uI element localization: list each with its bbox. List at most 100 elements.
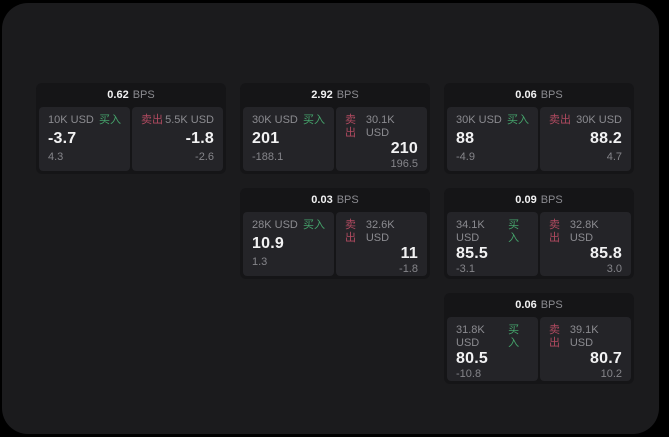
- buy-panel[interactable]: 28K USD 买入 10.9 1.3: [243, 212, 334, 276]
- buy-tag: 买入: [508, 324, 520, 349]
- sell-delta: 4.7: [606, 151, 622, 163]
- card-body: 30K USD 买入 88 -4.9 卖出 30K USD 88.2 4.7: [447, 107, 631, 171]
- buy-tag: 买入: [303, 219, 325, 231]
- sell-price: 210: [390, 140, 418, 157]
- buy-price: 10.9: [252, 235, 284, 252]
- buy-panel[interactable]: 10K USD 买入 -3.7 4.3: [39, 107, 130, 171]
- sell-tag: 卖出: [549, 219, 560, 244]
- sell-panel[interactable]: 卖出 32.6K USD 11 -1.8: [336, 212, 427, 276]
- buy-price: -3.7: [48, 130, 77, 147]
- sell-tag: 卖出: [549, 114, 571, 126]
- buy-delta: 4.3: [48, 151, 64, 163]
- bps-unit-label: BPS: [540, 194, 563, 206]
- buy-panel-header: 10K USD 买入: [48, 114, 121, 127]
- buy-delta: -188.1: [252, 151, 284, 163]
- sell-delta: -2.6: [195, 151, 214, 163]
- sell-amount: 5.5K USD: [165, 114, 214, 126]
- quote-card: 0.03 BPS 28K USD 买入 10.9 1.3 卖出 32.6K US…: [240, 188, 430, 279]
- sell-panel[interactable]: 卖出 39.1K USD 80.7 10.2: [540, 317, 631, 381]
- sell-price: 11: [400, 245, 418, 262]
- buy-panel[interactable]: 30K USD 买入 88 -4.9: [447, 107, 538, 171]
- quote-card: 0.06 BPS 30K USD 买入 88 -4.9 卖出 30K USD 8…: [444, 83, 634, 174]
- buy-delta: 1.3: [252, 256, 268, 268]
- sell-panel[interactable]: 卖出 30K USD 88.2 4.7: [540, 107, 631, 171]
- cards-grid: 0.62 BPS 10K USD 买入 -3.7 4.3 卖出 5.5K USD…: [36, 83, 634, 384]
- bps-unit-label: BPS: [336, 194, 359, 206]
- sell-amount: 32.8K USD: [569, 219, 599, 244]
- buy-tag: 买入: [99, 114, 121, 126]
- buy-tag: 买入: [508, 219, 520, 244]
- buy-panel[interactable]: 31.8K USD 买入 80.5 -10.8: [447, 317, 538, 381]
- sell-amount: 39.1K USD: [569, 324, 599, 349]
- sell-panel-header: 卖出 32.8K USD: [549, 219, 622, 245]
- bps-value: 2.92: [311, 89, 333, 101]
- bps-unit-label: BPS: [336, 89, 359, 101]
- sell-panel[interactable]: 卖出 5.5K USD -1.8 -2.6: [132, 107, 223, 171]
- sell-panel-header: 卖出 39.1K USD: [549, 324, 622, 350]
- card-body: 28K USD 买入 10.9 1.3 卖出 32.6K USD 11 -1.8: [243, 212, 427, 276]
- buy-amount: 30K USD: [252, 114, 298, 126]
- buy-panel-header: 34.1K USD 买入: [456, 219, 529, 245]
- sell-panel-header: 卖出 30.1K USD: [345, 114, 418, 140]
- sell-delta: -1.8: [399, 263, 418, 275]
- buy-price: 85.5: [456, 245, 488, 262]
- sell-panel[interactable]: 卖出 30.1K USD 210 196.5: [336, 107, 427, 171]
- sell-delta: 10.2: [600, 368, 622, 380]
- bps-unit-label: BPS: [540, 89, 563, 101]
- buy-panel-header: 30K USD 买入: [252, 114, 325, 127]
- card-header: 2.92 BPS: [243, 83, 427, 107]
- quote-card: 0.09 BPS 34.1K USD 买入 85.5 -3.1 卖出 32.8K…: [444, 188, 634, 279]
- bps-unit-label: BPS: [132, 89, 155, 101]
- buy-panel[interactable]: 34.1K USD 买入 85.5 -3.1: [447, 212, 538, 276]
- bps-value: 0.03: [311, 194, 333, 206]
- buy-price: 88: [456, 130, 475, 147]
- sell-panel-header: 卖出 32.6K USD: [345, 219, 418, 245]
- app-window: 0.62 BPS 10K USD 买入 -3.7 4.3 卖出 5.5K USD…: [2, 3, 659, 434]
- buy-amount: 28K USD: [252, 219, 298, 231]
- buy-amount: 34.1K USD: [456, 219, 485, 244]
- sell-tag: 卖出: [345, 219, 356, 244]
- sell-amount: 32.6K USD: [365, 219, 395, 244]
- card-header: 0.06 BPS: [447, 83, 631, 107]
- sell-amount: 30K USD: [576, 114, 622, 126]
- buy-amount: 31.8K USD: [456, 324, 485, 349]
- sell-tag: 卖出: [345, 114, 356, 139]
- quote-card: 0.06 BPS 31.8K USD 买入 80.5 -10.8 卖出 39.1…: [444, 293, 634, 384]
- card-body: 34.1K USD 买入 85.5 -3.1 卖出 32.8K USD 85.8…: [447, 212, 631, 276]
- sell-delta: 3.0: [606, 263, 622, 275]
- buy-delta: -10.8: [456, 368, 482, 380]
- buy-panel-header: 28K USD 买入: [252, 219, 325, 232]
- buy-price: 80.5: [456, 350, 488, 367]
- buy-tag: 买入: [507, 114, 529, 126]
- sell-price: 80.7: [590, 350, 622, 367]
- bps-value: 0.62: [107, 89, 129, 101]
- buy-delta: -3.1: [456, 263, 475, 275]
- bps-value: 0.06: [515, 299, 537, 311]
- sell-panel-header: 卖出 5.5K USD: [141, 114, 214, 127]
- card-body: 10K USD 买入 -3.7 4.3 卖出 5.5K USD -1.8 -2.…: [39, 107, 223, 171]
- sell-panel-header: 卖出 30K USD: [549, 114, 622, 127]
- sell-tag: 卖出: [549, 324, 560, 349]
- sell-price: 85.8: [590, 245, 622, 262]
- card-header: 0.62 BPS: [39, 83, 223, 107]
- sell-panel[interactable]: 卖出 32.8K USD 85.8 3.0: [540, 212, 631, 276]
- sell-price: 88.2: [590, 130, 622, 147]
- buy-amount: 30K USD: [456, 114, 502, 126]
- quote-card: 0.62 BPS 10K USD 买入 -3.7 4.3 卖出 5.5K USD…: [36, 83, 226, 174]
- card-header: 0.06 BPS: [447, 293, 631, 317]
- sell-tag: 卖出: [141, 114, 163, 126]
- quote-card: 2.92 BPS 30K USD 买入 201 -188.1 卖出 30.1K …: [240, 83, 430, 174]
- sell-delta: 196.5: [390, 158, 418, 170]
- buy-amount: 10K USD: [48, 114, 94, 126]
- buy-delta: -4.9: [456, 151, 475, 163]
- buy-price: 201: [252, 130, 280, 147]
- bps-value: 0.06: [515, 89, 537, 101]
- buy-panel-header: 31.8K USD 买入: [456, 324, 529, 350]
- bps-value: 0.09: [515, 194, 537, 206]
- buy-tag: 买入: [303, 114, 325, 126]
- bps-unit-label: BPS: [540, 299, 563, 311]
- card-body: 31.8K USD 买入 80.5 -10.8 卖出 39.1K USD 80.…: [447, 317, 631, 381]
- buy-panel[interactable]: 30K USD 买入 201 -188.1: [243, 107, 334, 171]
- card-header: 0.03 BPS: [243, 188, 427, 212]
- sell-amount: 30.1K USD: [365, 114, 395, 139]
